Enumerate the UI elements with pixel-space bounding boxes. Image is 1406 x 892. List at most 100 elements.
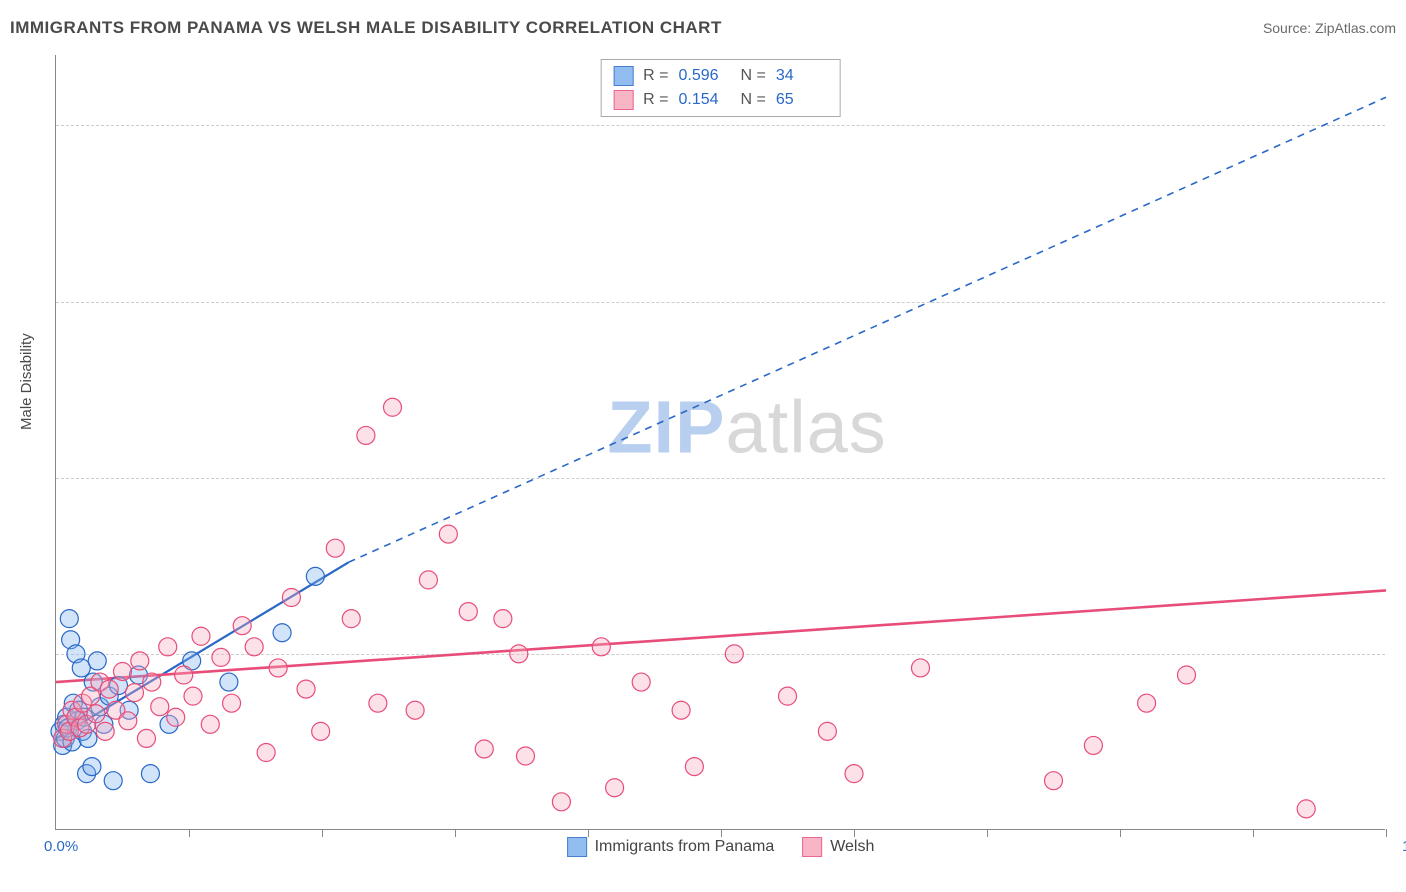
y-tick-label: 75.0% xyxy=(1397,293,1406,310)
data-point-welsh xyxy=(357,426,375,444)
data-point-welsh xyxy=(143,673,161,691)
data-point-welsh xyxy=(459,603,477,621)
data-point-welsh xyxy=(233,617,251,635)
x-tick-label-min: 0.0% xyxy=(44,838,78,855)
data-point-welsh xyxy=(494,610,512,628)
legend-row-welsh: R = 0.154 N = 65 xyxy=(613,88,828,112)
title-bar: IMMIGRANTS FROM PANAMA VS WELSH MALE DIS… xyxy=(10,18,1396,38)
x-tick-label-max: 100.0% xyxy=(1402,838,1406,855)
x-tick xyxy=(1386,829,1387,837)
x-tick xyxy=(854,829,855,837)
data-point-welsh xyxy=(383,398,401,416)
data-point-welsh xyxy=(114,662,132,680)
x-tick xyxy=(322,829,323,837)
data-point-welsh xyxy=(516,747,534,765)
y-tick-label: 100.0% xyxy=(1397,117,1406,134)
data-point-panama xyxy=(83,758,101,776)
data-point-welsh xyxy=(312,722,330,740)
data-point-welsh xyxy=(201,715,219,733)
data-point-welsh xyxy=(269,659,287,677)
data-point-welsh xyxy=(137,729,155,747)
data-point-welsh xyxy=(672,701,690,719)
x-tick xyxy=(588,829,589,837)
data-point-welsh xyxy=(1138,694,1156,712)
data-point-welsh xyxy=(223,694,241,712)
legend-swatch-icon xyxy=(802,837,822,857)
data-point-panama xyxy=(141,765,159,783)
n-label: N = xyxy=(741,67,766,85)
data-point-panama xyxy=(220,673,238,691)
legend-series: Immigrants from Panama Welsh xyxy=(567,837,875,857)
legend-correlation: R = 0.596 N = 34 R = 0.154 N = 65 xyxy=(600,59,841,117)
data-point-welsh xyxy=(282,589,300,607)
data-point-welsh xyxy=(100,680,118,698)
legend-label: Welsh xyxy=(830,838,874,856)
data-point-panama xyxy=(88,652,106,670)
data-point-welsh xyxy=(725,645,743,663)
data-point-welsh xyxy=(685,758,703,776)
data-point-welsh xyxy=(845,765,863,783)
legend-label: Immigrants from Panama xyxy=(595,838,775,856)
data-point-welsh xyxy=(125,684,143,702)
data-point-panama xyxy=(60,610,78,628)
data-point-welsh xyxy=(1084,736,1102,754)
n-label: N = xyxy=(741,91,766,109)
data-point-welsh xyxy=(297,680,315,698)
x-tick xyxy=(189,829,190,837)
data-point-welsh xyxy=(592,638,610,656)
data-point-welsh xyxy=(326,539,344,557)
data-point-panama xyxy=(72,659,90,677)
data-point-panama xyxy=(306,567,324,585)
data-point-welsh xyxy=(1297,800,1315,818)
data-point-welsh xyxy=(1178,666,1196,684)
legend-swatch-panama xyxy=(613,66,633,86)
data-point-welsh xyxy=(369,694,387,712)
legend-row-panama: R = 0.596 N = 34 xyxy=(613,64,828,88)
x-tick xyxy=(1120,829,1121,837)
x-tick xyxy=(455,829,456,837)
data-point-welsh xyxy=(632,673,650,691)
legend-swatch-welsh xyxy=(613,90,633,110)
x-tick xyxy=(721,829,722,837)
data-point-welsh xyxy=(257,744,275,762)
data-point-welsh xyxy=(606,779,624,797)
n-value-welsh: 65 xyxy=(776,91,828,109)
x-tick xyxy=(987,829,988,837)
data-point-panama xyxy=(104,772,122,790)
data-point-welsh xyxy=(779,687,797,705)
scatter-svg xyxy=(56,55,1385,829)
x-tick xyxy=(1253,829,1254,837)
data-point-welsh xyxy=(912,659,930,677)
data-point-welsh xyxy=(212,648,230,666)
y-tick-label: 25.0% xyxy=(1397,645,1406,662)
data-point-welsh xyxy=(151,698,169,716)
y-tick-label: 50.0% xyxy=(1397,469,1406,486)
data-point-welsh xyxy=(119,712,137,730)
data-point-panama xyxy=(273,624,291,642)
data-point-welsh xyxy=(552,793,570,811)
trend-line-dashed-panama xyxy=(349,97,1386,562)
data-point-welsh xyxy=(175,666,193,684)
r-value-welsh: 0.154 xyxy=(679,91,731,109)
data-point-welsh xyxy=(245,638,263,656)
legend-swatch-icon xyxy=(567,837,587,857)
data-point-welsh xyxy=(510,645,528,663)
legend-item-welsh: Welsh xyxy=(802,837,874,857)
data-point-welsh xyxy=(192,627,210,645)
data-point-welsh xyxy=(167,708,185,726)
plot-area: 25.0%50.0%75.0%100.0% ZIPatlas R = 0.596… xyxy=(55,55,1385,830)
r-label: R = xyxy=(643,67,668,85)
data-point-welsh xyxy=(1045,772,1063,790)
data-point-welsh xyxy=(184,687,202,705)
legend-item-panama: Immigrants from Panama xyxy=(567,837,775,857)
data-point-welsh xyxy=(131,652,149,670)
data-point-welsh xyxy=(96,722,114,740)
data-point-welsh xyxy=(419,571,437,589)
n-value-panama: 34 xyxy=(776,67,828,85)
data-point-welsh xyxy=(439,525,457,543)
data-point-welsh xyxy=(818,722,836,740)
source-label: Source: ZipAtlas.com xyxy=(1263,20,1396,36)
r-value-panama: 0.596 xyxy=(679,67,731,85)
data-point-welsh xyxy=(159,638,177,656)
r-label: R = xyxy=(643,91,668,109)
